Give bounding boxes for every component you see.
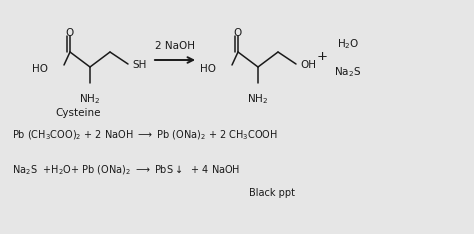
Text: Na$_2$S: Na$_2$S xyxy=(335,65,362,79)
Text: +: + xyxy=(317,50,328,62)
Text: Pb (CH$_3$COO)$_2$ + 2 NaOH $\longrightarrow$ Pb (ONa)$_2$ + 2 CH$_3$COOH: Pb (CH$_3$COO)$_2$ + 2 NaOH $\longrighta… xyxy=(12,128,278,142)
Text: Cysteine: Cysteine xyxy=(55,108,101,118)
Text: NH$_2$: NH$_2$ xyxy=(247,92,269,106)
Text: OH: OH xyxy=(300,60,316,70)
Text: SH: SH xyxy=(132,60,146,70)
Text: NH$_2$: NH$_2$ xyxy=(80,92,100,106)
Text: O: O xyxy=(234,28,242,38)
Text: HO: HO xyxy=(200,64,216,74)
Text: Na$_2$S  +H$_2$O+ Pb (ONa)$_2$ $\longrightarrow$ PbS$\downarrow$  + 4 NaOH: Na$_2$S +H$_2$O+ Pb (ONa)$_2$ $\longrigh… xyxy=(12,163,240,177)
Text: 2 NaOH: 2 NaOH xyxy=(155,41,195,51)
Text: Black ppt: Black ppt xyxy=(249,188,295,198)
Text: O: O xyxy=(66,28,74,38)
Text: HO: HO xyxy=(32,64,48,74)
Text: H$_2$O: H$_2$O xyxy=(337,37,359,51)
